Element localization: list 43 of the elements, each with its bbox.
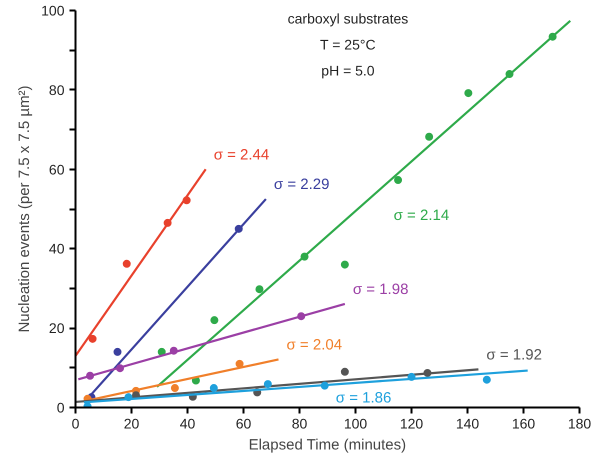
series-label: σ = 2.04 <box>286 336 342 354</box>
point <box>210 316 218 324</box>
x-tick-label: 100 <box>344 416 368 432</box>
y-tick-label: 100 <box>41 2 65 18</box>
x-tick-label: 80 <box>292 416 308 432</box>
x-tick-label: 120 <box>400 416 424 432</box>
x-tick-label: 160 <box>512 416 536 432</box>
y-tick-label: 60 <box>48 161 65 178</box>
point <box>340 260 349 269</box>
x-tick-label: 140 <box>456 416 480 432</box>
point <box>210 384 218 392</box>
point <box>482 376 491 384</box>
point <box>464 89 472 98</box>
series-label: σ = 2.14 <box>394 206 450 224</box>
series-label: σ = 2.29 <box>274 176 330 194</box>
point <box>170 384 179 392</box>
y-tick-label: 0 <box>56 400 65 416</box>
annotation: pH = 5.0 <box>321 62 375 78</box>
y-axis-title: Nucleation events (per 7.5 x 7.5 µm²) <box>16 85 34 333</box>
point <box>236 360 244 368</box>
point <box>394 176 402 184</box>
point <box>255 285 264 294</box>
annotation: T = 25°C <box>320 36 376 52</box>
x-tick-label: 0 <box>72 416 80 432</box>
point <box>122 260 131 268</box>
x-tick-label: 60 <box>236 416 252 432</box>
series-label: σ = 1.92 <box>486 346 542 364</box>
point <box>425 132 434 141</box>
x-tick-label: 180 <box>568 416 592 432</box>
x-tick-label: 40 <box>180 416 196 432</box>
series-label: σ = 2.44 <box>214 146 270 164</box>
series-label: σ = 1.98 <box>352 280 408 298</box>
annotation: carboxyl substrates <box>288 10 408 26</box>
point <box>264 380 272 388</box>
point <box>114 348 122 356</box>
y-tick-label: 80 <box>48 82 65 98</box>
point <box>88 334 97 343</box>
x-tick-label: 20 <box>124 416 140 432</box>
x-axis-title: Elapsed Time (minutes) <box>248 436 406 454</box>
y-tick-label: 40 <box>48 240 65 257</box>
series-label: σ = 1.86 <box>336 389 392 406</box>
y-tick-label: 20 <box>48 320 65 336</box>
point <box>340 368 349 376</box>
